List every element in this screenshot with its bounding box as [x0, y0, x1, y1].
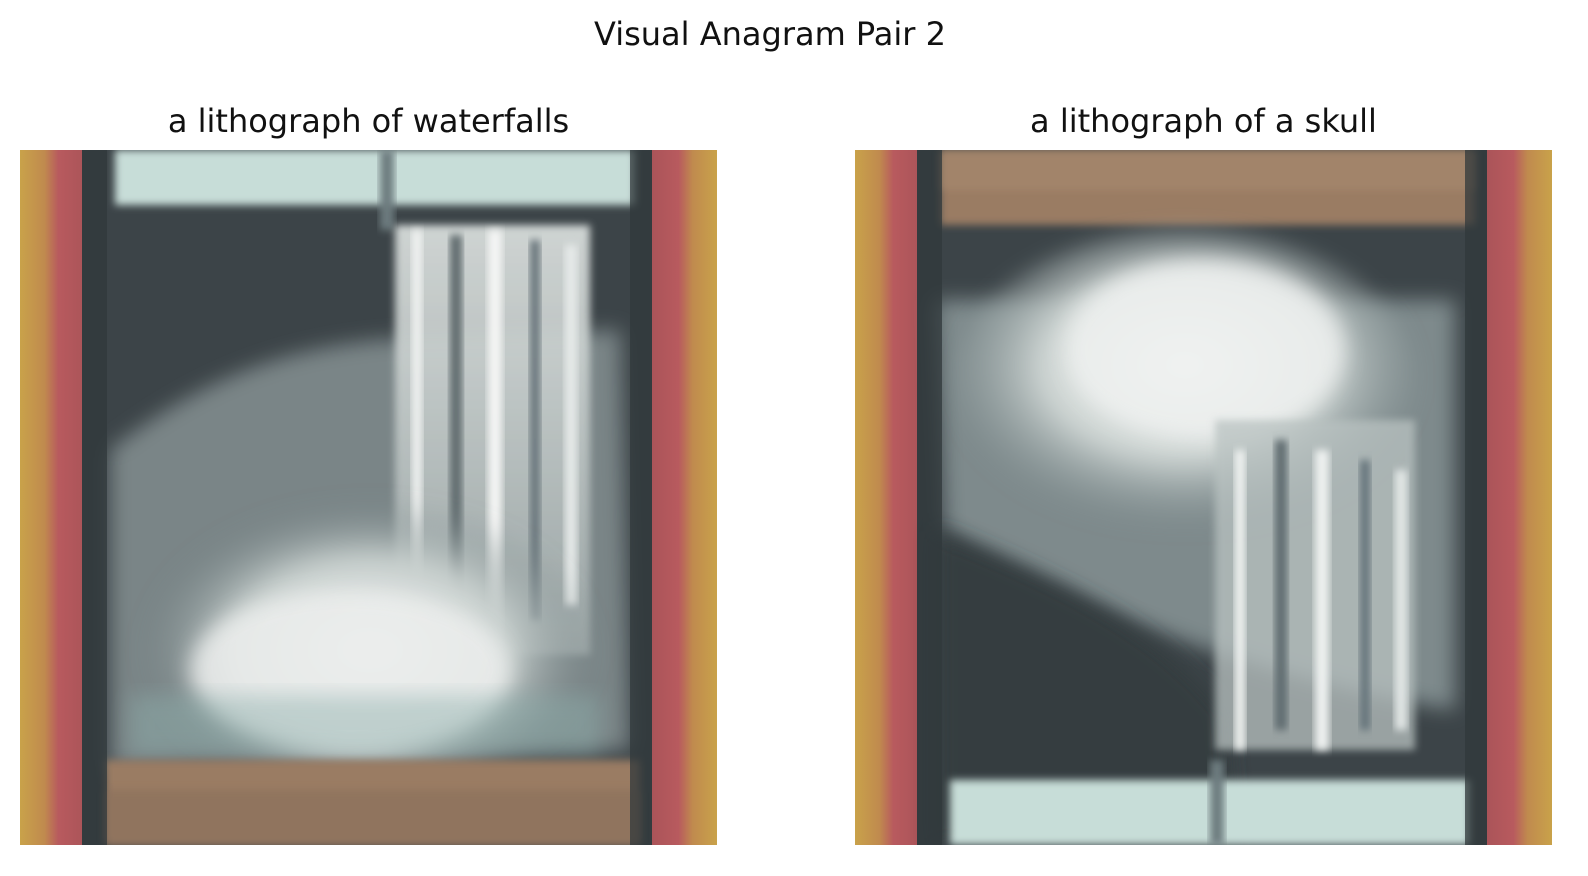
panel-caption: a lithograph of waterfalls [167, 102, 570, 140]
panel-caption: a lithograph of a skull [1030, 102, 1377, 140]
skull-lithograph-image [855, 150, 1552, 845]
panel-skull: a lithograph of a skull [855, 100, 1552, 845]
figure-title: Visual Anagram Pair 2 [594, 15, 946, 53]
panel-waterfalls: a lithograph of waterfalls [20, 100, 717, 845]
waterfall-lithograph-image [20, 150, 717, 845]
